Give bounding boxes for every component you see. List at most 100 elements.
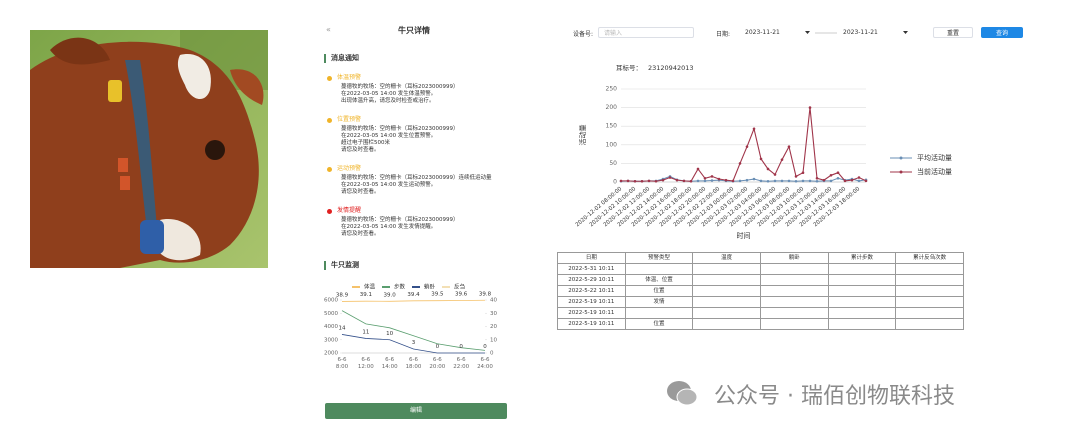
data-point (668, 176, 672, 179)
notice: 发情提醒蔓德牧的牧场：空的栅卡（耳标2023000999） 在2022-03-05… (327, 205, 522, 238)
data-label: 0 (459, 344, 463, 350)
data-point (752, 177, 756, 181)
data-point (787, 145, 791, 148)
data-point (759, 179, 763, 183)
notice-text: 请您及时查看。 (341, 147, 380, 153)
data-point (843, 179, 847, 183)
data-point (829, 179, 833, 183)
data-label: 39.5 (431, 292, 444, 298)
data-point (745, 178, 749, 182)
series-line (341, 299, 486, 302)
notice: 位置预警 蔓德牧的牧场：空的栅卡（耳标2023000999） 在2022-03-05… (327, 114, 522, 154)
data-point (724, 178, 728, 182)
legend-label: 躺卧 (424, 283, 436, 291)
table-cell: 位置 (624, 318, 694, 330)
data-point (780, 179, 784, 183)
data-label: 11 (362, 329, 369, 335)
y-tick-label: 50 (609, 160, 617, 167)
search-button[interactable]: 查询 (981, 27, 1023, 38)
series-line (621, 107, 867, 182)
data-point (647, 179, 651, 183)
y-tick-label: 6000 (324, 298, 338, 304)
data-label: 39.1 (360, 292, 372, 298)
notice-text: 请您及时查看。 (341, 231, 380, 237)
data-point (640, 179, 644, 183)
data-point (808, 106, 812, 109)
data-point (703, 179, 707, 183)
data-point (759, 157, 763, 161)
data-point (773, 179, 777, 183)
data-label: 39.4 (407, 292, 420, 298)
dropdown-arrow (903, 31, 908, 34)
data-point (794, 175, 798, 178)
legend-label: 当前活动量 (917, 167, 952, 176)
data-point (836, 171, 840, 174)
data-point (626, 179, 630, 183)
id-value: 23120942013 (648, 64, 694, 72)
y-tick-label: 3000 (324, 337, 338, 343)
data-point (822, 178, 826, 182)
device-label: 设备号: (573, 31, 594, 38)
data-point (661, 178, 665, 182)
notice-title: 体温预警 (327, 72, 522, 84)
notice-text: 在2022-03-05 14:00 发生发情提醒。 (341, 224, 437, 230)
section-heading: 牛只监测 (324, 261, 359, 270)
data-point (864, 179, 868, 183)
y2-tick-label: 10 (490, 337, 497, 343)
data-point (731, 179, 735, 183)
legend-marker (899, 156, 903, 160)
x-tick-label: 6-6 8:00 (335, 357, 349, 370)
data-point (738, 162, 742, 165)
notice-title: 发情提醒 (327, 205, 522, 217)
notice-type: 发情提醒 (337, 207, 362, 214)
data-point (808, 179, 812, 183)
data-point (801, 171, 805, 174)
legend-label: 平均活动量 (917, 153, 952, 162)
data-point (633, 179, 637, 183)
edit-button[interactable]: 编辑 (325, 403, 507, 419)
reset-button[interactable]: 重置 (933, 27, 973, 38)
y2-tick-label: 30 (490, 311, 497, 317)
notice-type: 位置预警 (337, 116, 362, 123)
legend-label: 体温 (364, 283, 376, 291)
data-point (780, 158, 784, 161)
table-row: 2022-5-19 10:11 位置 (557, 318, 964, 330)
status-dot (327, 75, 332, 81)
notice-text: 蔓德牧的牧场：空的栅卡（耳标2023000999） (341, 217, 459, 223)
notice-text: 请您及时查看。 (341, 189, 380, 195)
data-point (654, 179, 658, 183)
date-separator (815, 32, 837, 34)
data-label: 3 (412, 340, 416, 346)
notice: 运动预警 蔓德牧的牧场：空的栅卡（耳标2023000999）连续低运动量 在2022… (327, 163, 522, 196)
data-point (717, 177, 721, 181)
series-line (341, 334, 485, 354)
start-date-select[interactable]: 2023-11-21 (740, 27, 813, 38)
notice-type: 运动预警 (337, 165, 362, 172)
end-date-select[interactable]: 2023-11-21 (838, 27, 911, 38)
data-point (857, 176, 861, 179)
status-dot (327, 208, 332, 214)
record-table: 日期 预警类型 温度 躺卧 累计步数 累计反刍次数 2022-5-31 10:11 2022-… (557, 252, 964, 330)
wechat-icon (667, 381, 698, 406)
notice-text: 蔓德牧的牧场：空的栅卡（耳标2023000999） (341, 126, 459, 132)
device-input[interactable]: 请输入 (598, 27, 694, 38)
start-date: 2023-11-21 (745, 29, 780, 36)
notice-title: 运动预警 (327, 163, 522, 175)
notice-text: 在2022-03-05 14:00 发生运动预警。 (341, 182, 437, 188)
notice-title: 位置预警 (327, 114, 522, 126)
data-label: 38.9 (336, 292, 349, 298)
data-point (801, 179, 805, 183)
x-tick-label: 6-6 20:00 (429, 357, 446, 370)
y-tick-label: 4000 (324, 324, 338, 330)
notice-list: 体温预警 蔓德牧的牧场：空的栅卡（耳标2023000999） 在2022-03-05… (327, 72, 522, 247)
notice-type: 体温预警 (337, 74, 362, 81)
y-axis-title: 活动量 (578, 125, 587, 146)
table-row: 2022-5-19 10:11 发情 (557, 296, 964, 308)
data-point (675, 178, 679, 182)
x-tick-label: 6-6 24:00 (477, 357, 493, 370)
data-point (766, 167, 770, 171)
legend-label: 步数 (394, 283, 406, 291)
back-button[interactable]: « (326, 25, 331, 34)
data-point (850, 178, 854, 182)
